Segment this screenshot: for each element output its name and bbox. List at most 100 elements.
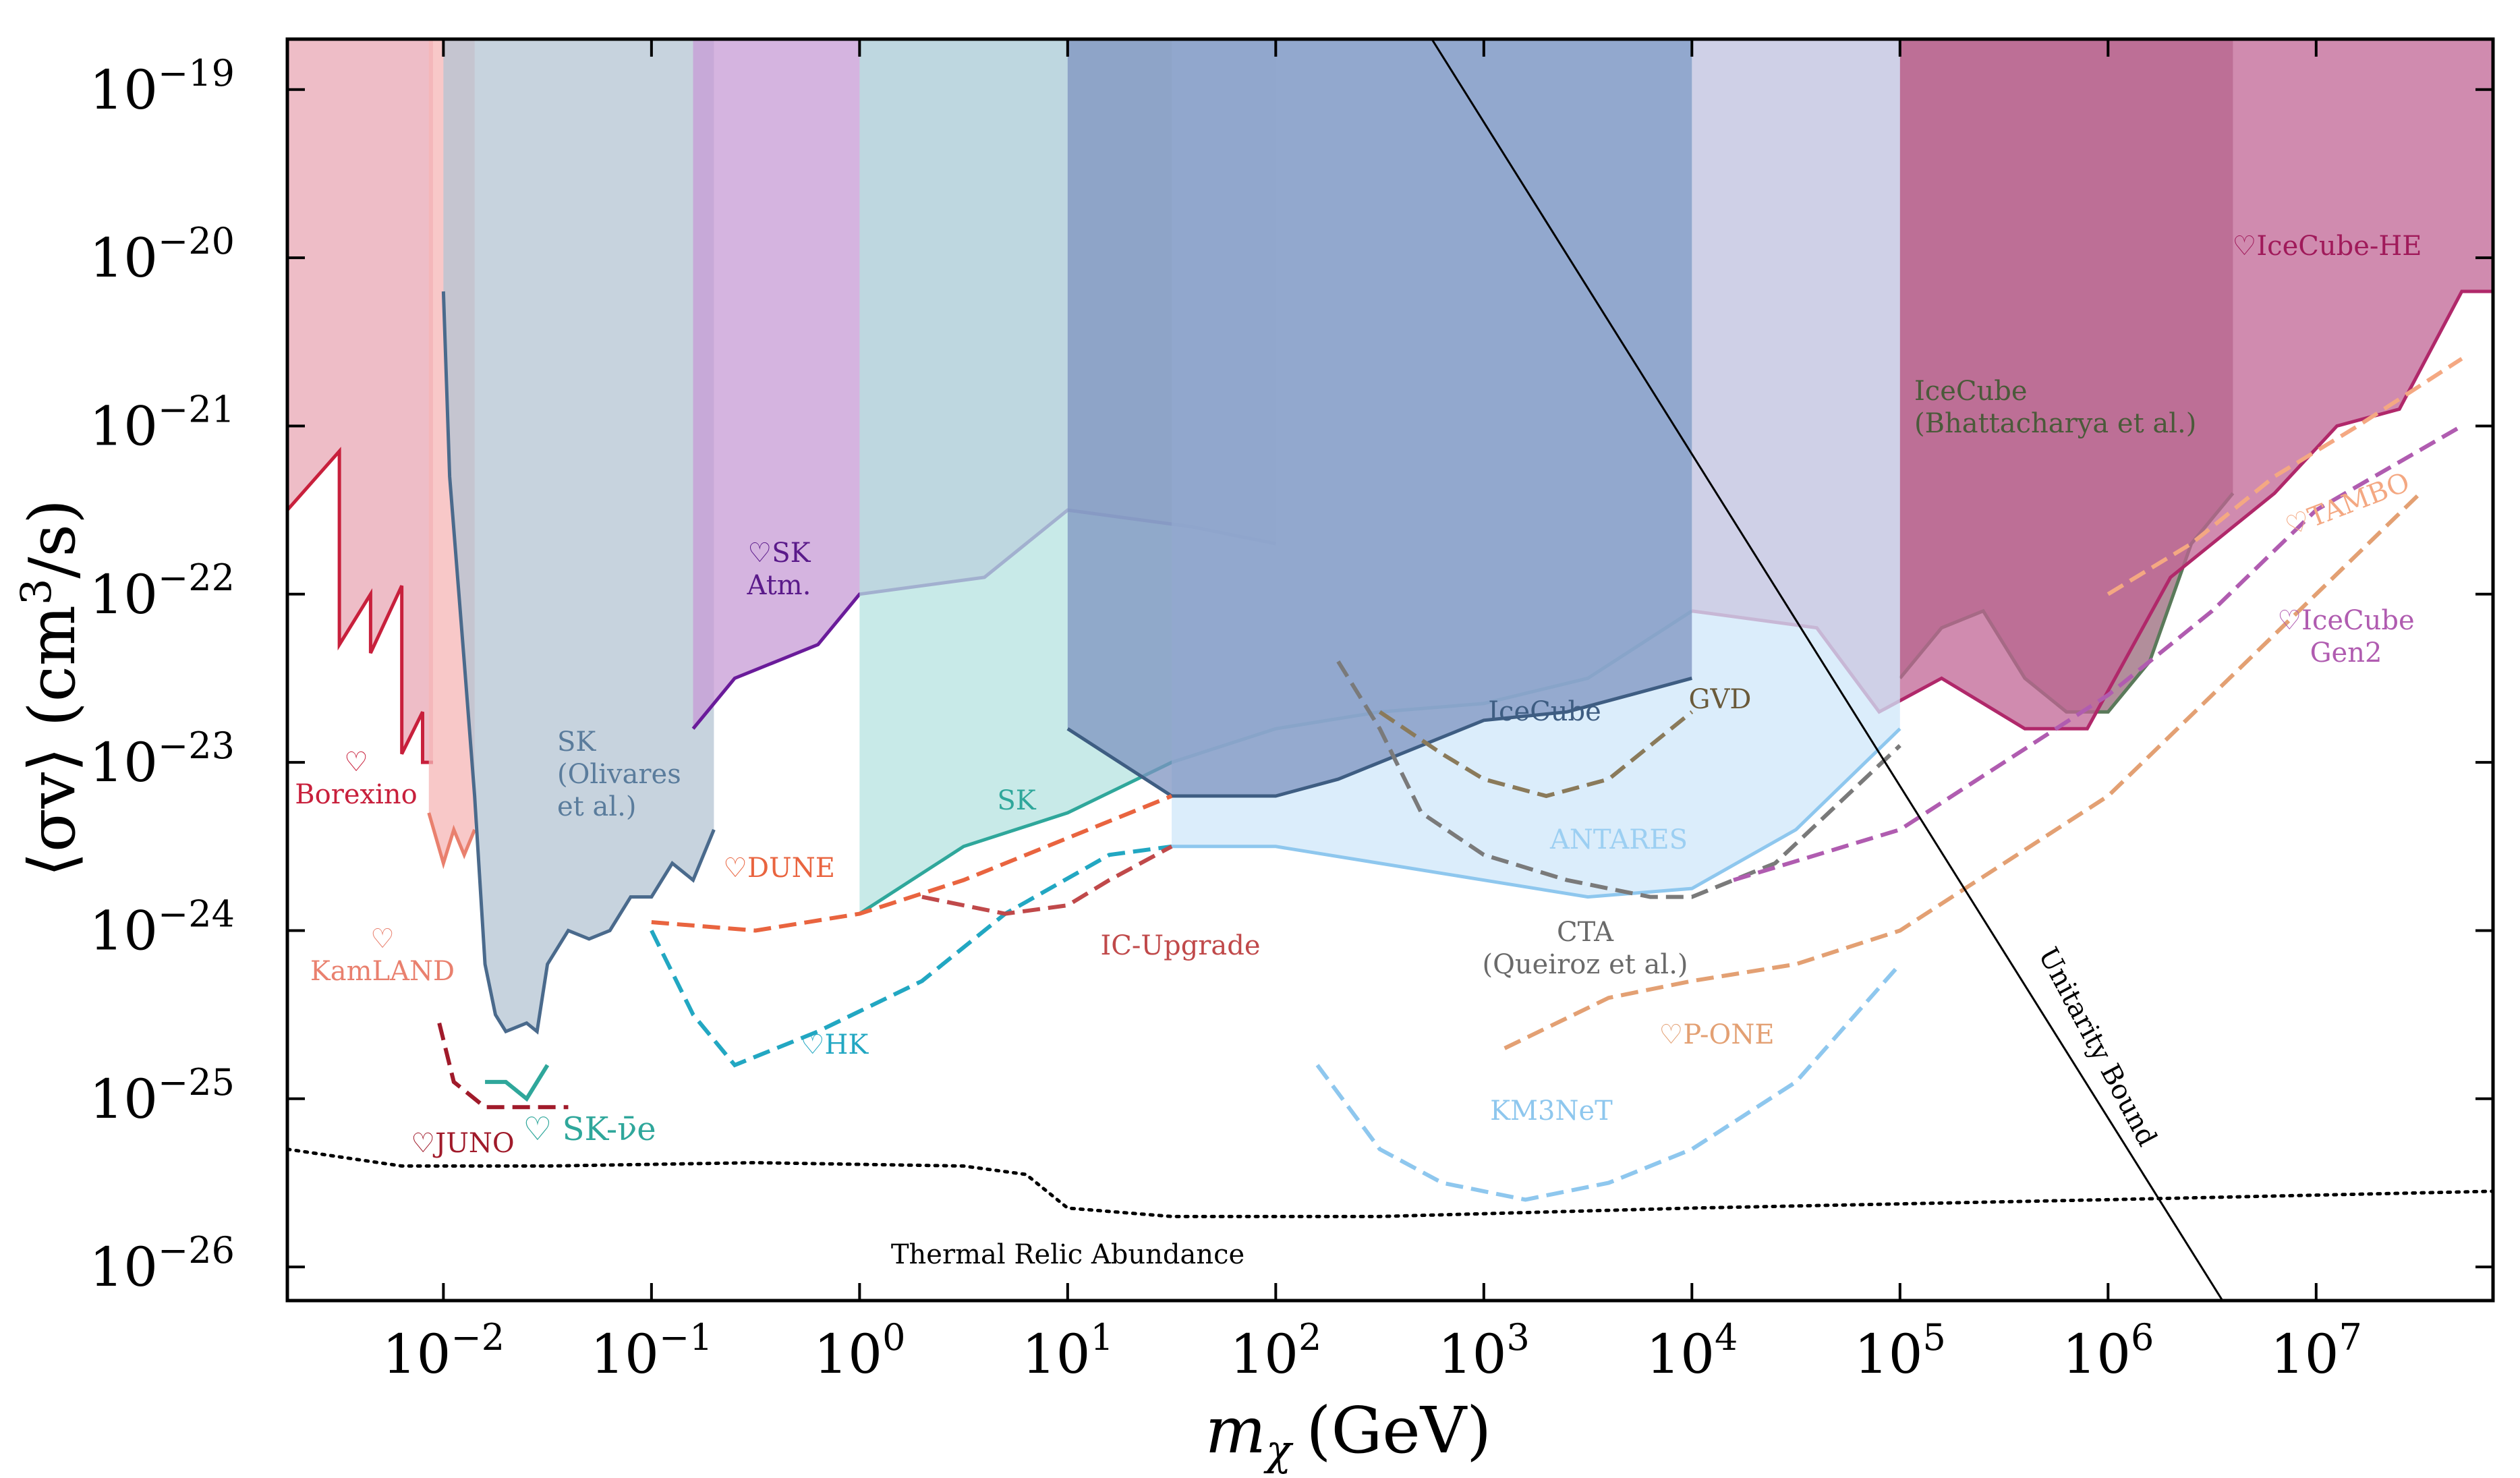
- x-tick-label: 105: [1854, 1316, 1946, 1386]
- series-11: [287, 1147, 2493, 1218]
- annotation-line: IceCube: [1488, 696, 1601, 727]
- series-5: [1378, 710, 1694, 799]
- x-tick-exp: 7: [2339, 1316, 2362, 1359]
- x-tick-base: 10: [382, 1323, 451, 1386]
- annotation-line: Borexino: [295, 779, 417, 810]
- region-edge-2: [441, 291, 716, 1035]
- x-axis-subscript: χ: [1263, 1425, 1294, 1475]
- y-tick-base: 10: [89, 563, 158, 626]
- series-9: [2107, 357, 2463, 596]
- label-ic-upgrade: IC-Upgrade: [1100, 930, 1260, 961]
- region-8: [1067, 39, 1692, 796]
- annotation-line: ♡P-ONE: [1659, 1019, 1774, 1050]
- y-tick-label: 10−20: [89, 220, 235, 289]
- annotation-line: KM3NeT: [1490, 1096, 1613, 1127]
- x-tick-base: 10: [2062, 1323, 2131, 1386]
- x-tick-label: 100: [813, 1316, 905, 1386]
- y-axis-open: ⟨σv⟩ (cm: [16, 605, 90, 877]
- label-icecube-he: ♡IceCube-HE: [2233, 231, 2422, 262]
- annotation-line: ANTARES: [1549, 824, 1688, 855]
- annotation-line: Thermal Relic Abundance: [891, 1239, 1244, 1270]
- label-hk: ♡HK: [801, 1029, 869, 1060]
- series-3: [437, 1022, 569, 1110]
- y-tick-label: 10−21: [89, 388, 235, 457]
- annotation-line: ♡DUNE: [723, 853, 835, 884]
- label-borexino: ♡ Borexino: [295, 747, 417, 810]
- series-7: [1315, 963, 1902, 1202]
- series-8: [1504, 492, 2422, 1050]
- label-sk-olivares: SK (Olivares et al.): [557, 727, 681, 822]
- y-tick-exp: −23: [158, 724, 235, 767]
- series-4: [485, 1064, 550, 1102]
- y-tick-label: 10−23: [89, 724, 235, 794]
- x-tick-base: 10: [1022, 1323, 1091, 1386]
- annotation-line: IC-Upgrade: [1100, 930, 1260, 961]
- x-axis-symbol: m: [1205, 1394, 1266, 1468]
- annotation-line: SK: [557, 727, 596, 758]
- y-tick-base: 10: [89, 227, 158, 289]
- y-tick-base: 10: [89, 731, 158, 794]
- series-10: [1733, 424, 2463, 882]
- series-0: [651, 794, 1173, 933]
- label-pone: ♡P-ONE: [1659, 1019, 1774, 1050]
- y-tick-exp: −25: [158, 1061, 235, 1104]
- annotation-line: (Bhattacharya et al.): [1914, 408, 2196, 439]
- annotation-line: (Olivares: [557, 759, 681, 790]
- x-tick-base: 10: [1646, 1323, 1715, 1386]
- label-icecube-bhatt: IceCube (Bhattacharya et al.): [1914, 376, 2196, 439]
- y-tick-exp: −26: [158, 1229, 235, 1272]
- x-tick-label: 10−1: [590, 1316, 712, 1386]
- y-tick-base: 10: [89, 899, 158, 962]
- x-tick-label: 107: [2270, 1316, 2362, 1386]
- plot-area: [287, 39, 2493, 1301]
- annotation-line: ♡: [344, 747, 368, 778]
- ticks: 10−2 10−1 100 101 102 103 104 105 106 10710−1910−…: [89, 39, 2493, 1386]
- x-tick-label: 103: [1438, 1316, 1530, 1386]
- label-sk-atm: ♡SK Atm.: [747, 538, 811, 601]
- annotation-line: SK: [997, 785, 1036, 816]
- annotation-line: IceCube: [1914, 376, 2028, 407]
- x-axis-unit: (GeV): [1306, 1394, 1491, 1468]
- label-thermal: Thermal Relic Abundance: [891, 1239, 1244, 1270]
- x-tick-base: 10: [1230, 1323, 1298, 1386]
- region-0: [287, 39, 433, 763]
- annotation-line: Atm.: [747, 570, 811, 601]
- x-tick-exp: 1: [1091, 1316, 1114, 1359]
- y-axis-close: /s): [16, 499, 90, 579]
- region-edge-8: [1066, 677, 1692, 798]
- x-tick-base: 10: [1438, 1323, 1507, 1386]
- y-tick-exp: −24: [158, 892, 235, 935]
- y-tick-base: 10: [89, 59, 158, 121]
- annotation-line: ♡ SK-ν̄e: [523, 1110, 656, 1148]
- x-tick-exp: 6: [2131, 1316, 2154, 1359]
- x-tick-base: 10: [813, 1323, 882, 1386]
- x-tick-label: 106: [2062, 1316, 2154, 1386]
- label-kamland: ♡ KamLAND: [310, 923, 455, 987]
- series-1: [650, 844, 1172, 1068]
- y-tick-exp: −19: [158, 52, 235, 94]
- label-dune: ♡DUNE: [723, 853, 835, 884]
- label-sk-nubar: ♡ SK-ν̄e: [523, 1110, 656, 1148]
- x-tick-exp: 2: [1298, 1316, 1321, 1359]
- annotation-line: ♡HK: [801, 1029, 869, 1060]
- annotation-line: et al.): [557, 791, 636, 822]
- annotation-line: GVD: [1689, 684, 1752, 715]
- y-tick-label: 10−24: [89, 892, 235, 962]
- y-axis-title: ⟨σv⟩ (cm3/s): [11, 499, 90, 877]
- axes-frame: [285, 37, 2495, 1303]
- label-km3net: KM3NeT: [1490, 1096, 1613, 1127]
- annotation-line: ♡JUNO: [411, 1128, 514, 1159]
- annotation-line: ♡IceCube-HE: [2233, 231, 2422, 262]
- y-tick-label: 10−22: [89, 557, 235, 626]
- x-tick-exp: −1: [659, 1316, 713, 1359]
- x-tick-exp: 3: [1507, 1316, 1530, 1359]
- label-cta: CTA (Queiroz et al.): [1482, 917, 1688, 980]
- series-12: [1431, 39, 2224, 1301]
- label-icecube: IceCube: [1488, 696, 1601, 727]
- annotation-line: Gen2: [2310, 637, 2382, 669]
- region-2: [443, 39, 714, 1032]
- x-tick-exp: −2: [451, 1316, 505, 1359]
- y-tick-exp: −22: [158, 557, 235, 599]
- x-tick-base: 10: [2270, 1323, 2339, 1386]
